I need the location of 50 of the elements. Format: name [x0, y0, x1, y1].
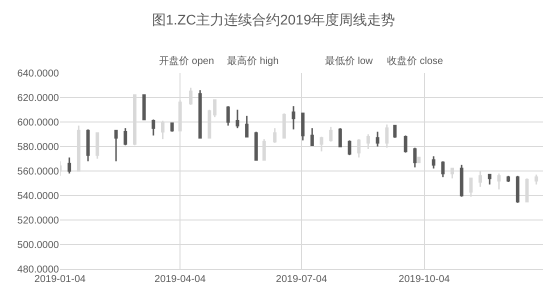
- candlestick: [301, 112, 305, 142]
- candlestick: [152, 118, 156, 136]
- candlestick: [310, 127, 314, 146]
- candlestick: [441, 160, 445, 178]
- candlestick: [404, 134, 408, 154]
- text: 收盘价 close: [387, 55, 444, 67]
- candlestick: [245, 115, 249, 138]
- candlestick: [329, 126, 333, 142]
- candlestick: [516, 175, 520, 204]
- y-tick-label: 640.0000: [17, 68, 60, 80]
- y-tick-label: 580.0000: [17, 142, 60, 153]
- y-tick-label: 620.0000: [17, 93, 60, 104]
- candlestick: [432, 156, 436, 170]
- candlestick: [236, 109, 240, 129]
- text: 最高价 high: [227, 55, 279, 67]
- candlestick: [338, 127, 342, 148]
- candlestick: [273, 127, 277, 144]
- x-tick-label: 2019-07-04: [276, 274, 328, 285]
- candlestick: [497, 172, 501, 190]
- candlestick: [170, 122, 174, 133]
- candlestick: [142, 94, 146, 120]
- candlestick: [86, 128, 90, 162]
- y-tick-label: 540.0000: [17, 191, 60, 202]
- y-tick-label: 520.0000: [17, 216, 60, 226]
- candlestick: [413, 146, 417, 168]
- x-tick-label: 2019-04-04: [154, 274, 206, 285]
- candlestick: [376, 131, 380, 148]
- candlestick: [226, 105, 230, 126]
- candlestick: [114, 130, 118, 162]
- chart-title: 图1.ZC主力连续合约2019年度周线走势: [152, 12, 396, 28]
- candlestick: [393, 124, 397, 139]
- candlestick: [348, 140, 352, 156]
- candlestick: [254, 131, 258, 161]
- candlestick: [534, 174, 538, 186]
- y-tick-label: 500.0000: [17, 240, 60, 251]
- candlestick: [488, 174, 492, 186]
- candlestick: [198, 89, 202, 139]
- candlestick: [506, 175, 510, 183]
- candlestick: [460, 164, 464, 198]
- x-tick-label: 2019-10-04: [398, 274, 450, 285]
- candlestick: [68, 156, 72, 174]
- candlestick: [124, 127, 128, 146]
- y-tick-label: 480.0000: [17, 264, 60, 276]
- candlestick: [292, 105, 296, 130]
- y-tick-label: 560.0000: [17, 166, 60, 178]
- candlestick: [417, 156, 421, 164]
- text: 最低价 low: [325, 55, 374, 67]
- x-tick-label: 2019-01-04: [34, 274, 86, 285]
- y-tick-label: 600.0000: [17, 118, 60, 128]
- text: 开盘价 open: [159, 55, 214, 67]
